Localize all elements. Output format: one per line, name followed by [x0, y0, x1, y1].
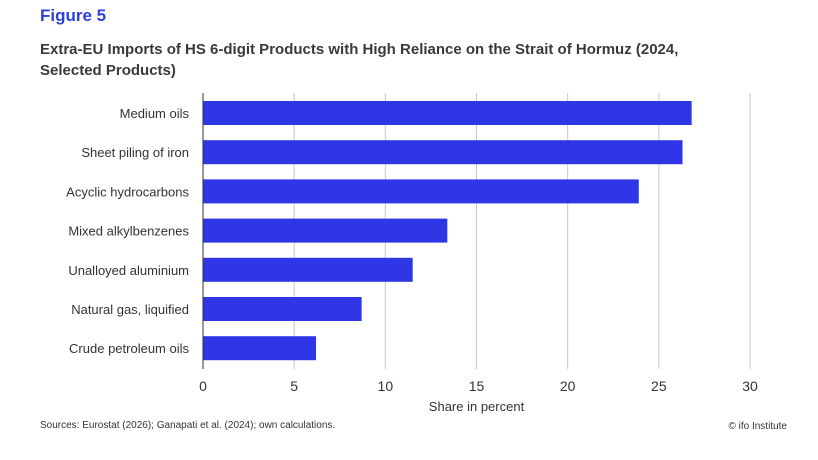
x-tick-label: 25 [651, 378, 667, 394]
bar [203, 140, 683, 165]
category-label: Medium oils [120, 106, 190, 121]
bar [203, 297, 362, 321]
source-note: Sources: Eurostat (2026); Ganapati et al… [40, 420, 336, 431]
category-label: Mixed alkylbenzenes [68, 224, 189, 239]
category-label: Crude petroleum oils [69, 341, 189, 356]
bar [203, 336, 317, 361]
x-tick-label: 5 [290, 378, 298, 394]
x-tick-label: 10 [378, 378, 394, 394]
x-tick-label: 0 [199, 378, 207, 394]
category-label: Unalloyed aluminium [68, 263, 189, 278]
bar [203, 257, 413, 282]
x-axis-title: Share in percent [429, 399, 525, 414]
chart-title: Extra-EU Imports of HS 6-digit Products … [40, 41, 679, 79]
bar [203, 101, 692, 125]
figure-label: Figure 5 [40, 6, 107, 25]
bar [203, 218, 448, 243]
category-label: Natural gas, liquified [71, 302, 189, 317]
x-tick-label: 15 [469, 378, 485, 394]
category-label: Acyclic hydrocarbons [66, 184, 189, 199]
bar [203, 179, 639, 204]
copyright-credit: © ifo Institute [728, 421, 787, 432]
category-label: Sheet piling of iron [81, 145, 189, 160]
x-tick-label: 20 [560, 378, 576, 394]
x-tick-label: 30 [742, 378, 758, 394]
bar-chart: 0 5 10 15 20 25 30 Medium oils Sheet piling of i… [66, 93, 758, 414]
